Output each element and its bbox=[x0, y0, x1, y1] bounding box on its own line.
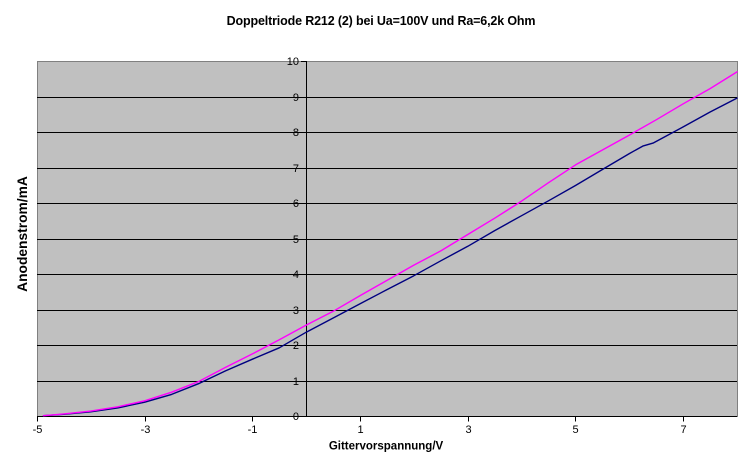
svg-text:7: 7 bbox=[293, 163, 299, 175]
svg-text:4: 4 bbox=[293, 269, 299, 281]
svg-text:Anodenstrom/mA: Anodenstrom/mA bbox=[15, 176, 30, 292]
svg-text:1: 1 bbox=[293, 376, 299, 388]
svg-text:6: 6 bbox=[293, 198, 299, 210]
svg-text:0: 0 bbox=[293, 411, 299, 423]
svg-text:2: 2 bbox=[293, 340, 299, 352]
svg-text:3: 3 bbox=[465, 424, 471, 436]
svg-text:-1: -1 bbox=[248, 424, 258, 436]
svg-text:5: 5 bbox=[572, 424, 578, 436]
svg-text:Doppeltriode R212 (2) bei Ua=1: Doppeltriode R212 (2) bei Ua=100V und Ra… bbox=[227, 14, 536, 28]
svg-text:9: 9 bbox=[293, 92, 299, 104]
svg-text:8: 8 bbox=[293, 127, 299, 139]
svg-text:-5: -5 bbox=[33, 424, 43, 436]
svg-text:1: 1 bbox=[357, 424, 363, 436]
svg-text:7: 7 bbox=[680, 424, 686, 436]
svg-text:10: 10 bbox=[287, 56, 299, 68]
svg-text:-3: -3 bbox=[141, 424, 151, 436]
svg-text:3: 3 bbox=[293, 305, 299, 317]
svg-text:5: 5 bbox=[293, 234, 299, 246]
svg-text:Gittervorspannung/V: Gittervorspannung/V bbox=[329, 441, 444, 453]
